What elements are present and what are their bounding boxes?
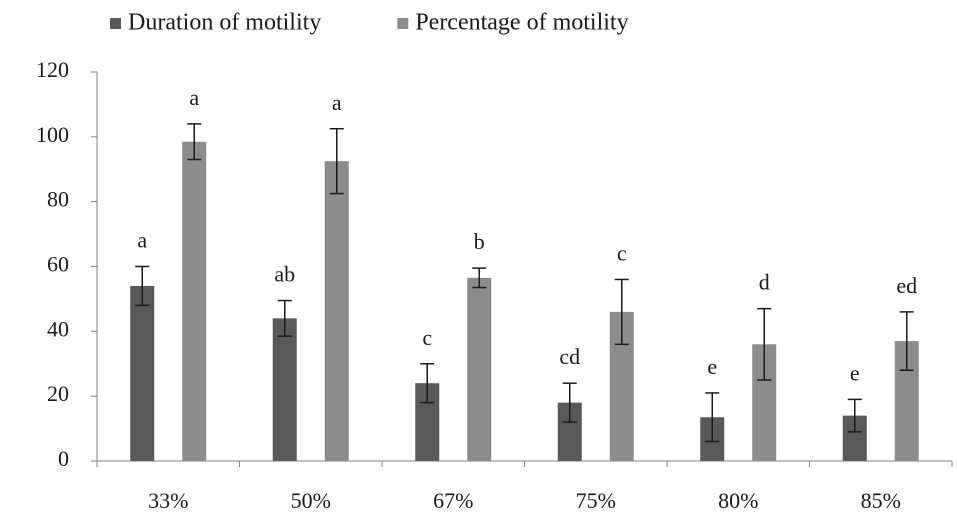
annotation: ed: [896, 273, 917, 298]
error-bar: [187, 123, 202, 161]
bar: [467, 277, 492, 461]
y-tick-label: 0: [58, 446, 69, 471]
y-tick-label: 80: [47, 187, 69, 212]
legend-label: Percentage of motility: [415, 10, 628, 36]
error-bar: [562, 382, 577, 423]
bar: [130, 285, 155, 461]
y-tick-label: 100: [36, 122, 69, 147]
legend-swatch: [110, 18, 121, 29]
annotation: c: [617, 241, 627, 266]
annotation: a: [137, 228, 147, 253]
annotation: a: [189, 85, 199, 110]
x-tick-label: 33%: [148, 488, 188, 513]
annotation: b: [474, 229, 485, 254]
legend-label: Duration of motility: [128, 10, 321, 36]
annotation: e: [707, 354, 717, 379]
annotation: e: [850, 360, 860, 385]
error-bar: [420, 363, 435, 404]
bar: [324, 161, 349, 462]
legend-swatch: [397, 18, 409, 29]
error-bar: [472, 267, 487, 289]
error-bar: [847, 398, 862, 433]
error-bar: [329, 127, 344, 195]
x-tick-label: 80%: [718, 488, 758, 513]
y-tick-label: 120: [36, 57, 69, 82]
error-bar: [135, 265, 150, 307]
y-tick-label: 40: [47, 316, 69, 341]
bar: [182, 141, 207, 461]
annotation: c: [422, 325, 432, 350]
annotation: cd: [559, 344, 580, 369]
x-tick-label: 67%: [433, 488, 473, 513]
annotation: d: [759, 270, 770, 295]
y-tick-label: 60: [47, 252, 69, 277]
annotation: a: [332, 90, 342, 115]
error-bar: [705, 392, 720, 443]
error-bar: [277, 299, 292, 337]
error-bar: [899, 311, 914, 371]
y-tick-label: 20: [47, 381, 69, 406]
x-tick-label: 75%: [576, 488, 616, 513]
x-tick-label: 50%: [291, 488, 331, 513]
bar: [272, 318, 297, 461]
error-bar: [614, 278, 629, 346]
x-tick-label: 85%: [861, 488, 901, 513]
error-bar: [757, 307, 772, 381]
annotation: ab: [274, 262, 295, 287]
